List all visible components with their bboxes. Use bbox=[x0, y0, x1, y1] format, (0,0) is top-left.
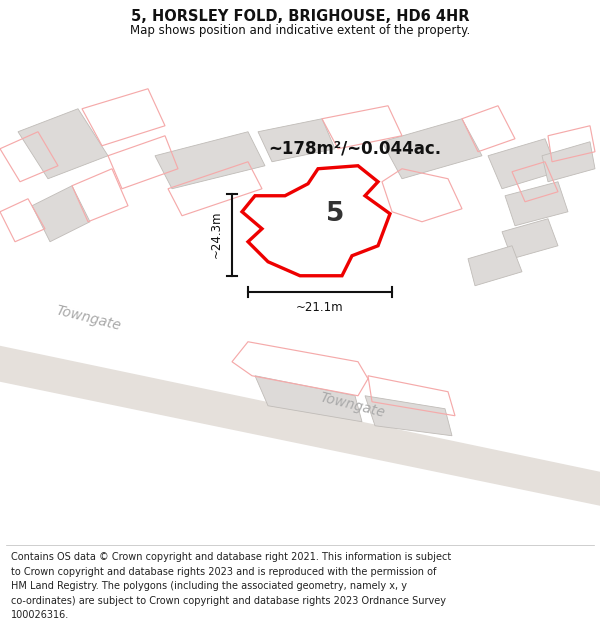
Polygon shape bbox=[155, 132, 265, 189]
Text: Contains OS data © Crown copyright and database right 2021. This information is : Contains OS data © Crown copyright and d… bbox=[11, 552, 451, 562]
Text: to Crown copyright and database rights 2023 and is reproduced with the permissio: to Crown copyright and database rights 2… bbox=[11, 567, 436, 577]
Text: ~21.1m: ~21.1m bbox=[296, 301, 344, 314]
Polygon shape bbox=[382, 119, 482, 179]
Polygon shape bbox=[242, 166, 390, 276]
Polygon shape bbox=[32, 186, 90, 242]
Polygon shape bbox=[542, 142, 595, 182]
Text: HM Land Registry. The polygons (including the associated geometry, namely x, y: HM Land Registry. The polygons (includin… bbox=[11, 581, 407, 591]
Polygon shape bbox=[255, 376, 362, 422]
Text: 5, HORSLEY FOLD, BRIGHOUSE, HD6 4HR: 5, HORSLEY FOLD, BRIGHOUSE, HD6 4HR bbox=[131, 9, 469, 24]
Polygon shape bbox=[505, 182, 568, 226]
Text: Map shows position and indicative extent of the property.: Map shows position and indicative extent… bbox=[130, 24, 470, 37]
Text: Towngate: Towngate bbox=[54, 304, 122, 334]
Text: Towngate: Towngate bbox=[318, 391, 386, 421]
Polygon shape bbox=[488, 139, 558, 189]
Text: ~24.3m: ~24.3m bbox=[209, 211, 223, 259]
Polygon shape bbox=[365, 396, 452, 436]
Polygon shape bbox=[258, 119, 335, 162]
Polygon shape bbox=[468, 246, 522, 286]
Text: 100026316.: 100026316. bbox=[11, 610, 69, 620]
Polygon shape bbox=[18, 109, 108, 179]
Text: co-ordinates) are subject to Crown copyright and database rights 2023 Ordnance S: co-ordinates) are subject to Crown copyr… bbox=[11, 596, 446, 606]
Polygon shape bbox=[502, 219, 558, 259]
Text: 5: 5 bbox=[326, 201, 345, 227]
Polygon shape bbox=[0, 346, 600, 506]
Text: ~178m²/~0.044ac.: ~178m²/~0.044ac. bbox=[268, 140, 442, 158]
